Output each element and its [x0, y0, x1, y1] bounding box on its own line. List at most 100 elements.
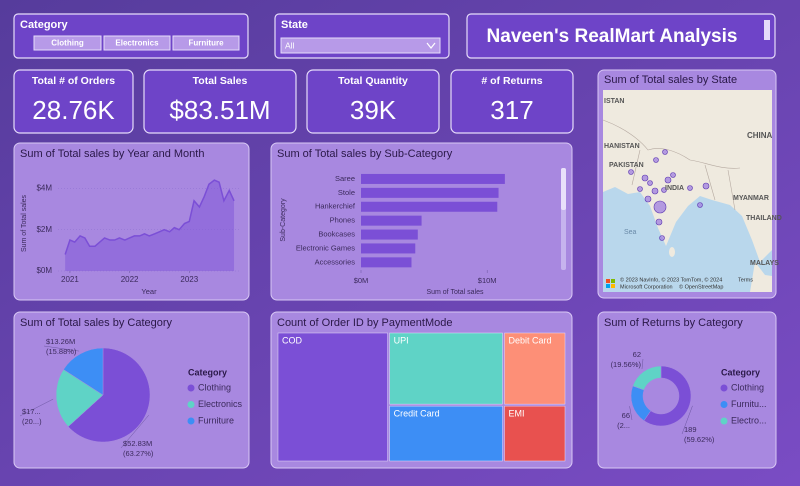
kpi-card	[306, 69, 440, 134]
kpi-value: 39K	[350, 95, 397, 125]
tile-label: Debit Card	[509, 335, 552, 345]
slicer-title: State	[281, 19, 308, 31]
chart-title: Sum of Total sales by Sub-Category	[277, 148, 453, 160]
slice	[63, 347, 104, 396]
slicer-button[interactable]	[33, 35, 102, 51]
kpi-label: Total Sales	[193, 75, 248, 87]
slice	[632, 365, 662, 391]
y-tick-label: $0M	[36, 266, 52, 275]
chart-title: Sum of Returns by Category	[604, 317, 743, 329]
tile-label: UPI	[394, 335, 409, 345]
dashboard-title: Naveen's RealMart Analysis	[487, 26, 738, 47]
map-label: Sea	[624, 229, 637, 236]
kpi-card	[143, 69, 297, 134]
percent-label: (15.88%)	[46, 347, 77, 356]
percent-label: (20...)	[22, 417, 42, 426]
data-label: 189	[684, 425, 697, 434]
legend-label: Electro...	[731, 415, 767, 425]
map-labels: ISTAN HANISTAN PAKISTAN CHINA INDIA MYAN…	[604, 98, 782, 267]
map-label: ISTAN	[604, 98, 624, 105]
slicer-title: Category	[20, 19, 69, 31]
leader-line	[681, 405, 693, 435]
scroll-thumb	[764, 20, 770, 40]
kpi-label: # of Returns	[481, 75, 542, 87]
slice	[55, 369, 104, 427]
dropdown-value[interactable]: All	[285, 40, 295, 50]
legend-swatch	[720, 384, 728, 392]
legend-label: Clothing	[731, 382, 764, 392]
y-axis-title: Sum of Total sales	[21, 194, 28, 252]
data-label: $13.26M	[46, 337, 75, 346]
map-land	[750, 262, 772, 292]
chart-panel	[13, 142, 250, 301]
bar	[361, 243, 416, 254]
slicer-button[interactable]	[172, 35, 240, 51]
map-credits: © 2023 NavInfo, © 2023 TomTom, © 2024 Mi…	[620, 276, 753, 290]
percent-label: (2...	[617, 421, 630, 430]
treemap-tile	[389, 405, 503, 462]
slice	[643, 365, 692, 427]
x-axis-title: Year	[141, 287, 157, 296]
treemap-tile	[277, 332, 388, 462]
kpi-card	[450, 69, 574, 134]
y-tick-label: Stole	[338, 188, 355, 197]
data-label: $52.83M	[123, 439, 152, 448]
legend-swatch	[187, 384, 195, 392]
map-label: CHINA	[747, 131, 773, 140]
map-credit: © OpenStreetMap	[679, 283, 723, 290]
percent-label: (59.62%)	[684, 435, 715, 444]
legend-label: Clothing	[198, 382, 231, 392]
title-box	[466, 13, 776, 59]
map-label: MALAYS	[750, 260, 779, 267]
map-label: THAILAND	[746, 215, 782, 222]
ms-logo	[606, 279, 615, 288]
legend-swatch	[187, 401, 195, 408]
map-credit: © 2023 NavInfo, © 2023 TomTom, © 2024	[620, 276, 722, 283]
x-axis-title: Sum of Total sales	[426, 289, 484, 296]
percent-label: (63.27%)	[123, 449, 154, 458]
map-credit: Microsoft Corporation	[620, 284, 673, 290]
area	[65, 180, 235, 271]
legend-label: Electronics	[198, 399, 243, 409]
legend-swatch	[720, 417, 728, 425]
slicer-item[interactable]: Clothing	[51, 39, 84, 48]
percent-label: (19.56%)	[611, 360, 642, 369]
map-bubbles	[628, 149, 710, 241]
y-tick-label: Hankerchief	[315, 202, 356, 211]
map-land	[603, 90, 772, 262]
x-tick-label: 2021	[61, 275, 79, 284]
legend-label: Furniture	[198, 415, 234, 425]
y-tick-label: $4M	[36, 184, 52, 193]
y-axis-title: Sub-Category	[280, 198, 287, 242]
map-credit: Terms	[738, 277, 753, 283]
map-label: MYANMAR	[733, 195, 769, 202]
map-label: HANISTAN	[604, 143, 640, 150]
kpi-label: Total Quantity	[338, 75, 408, 87]
scroll-thumb	[561, 168, 566, 210]
slicer-item[interactable]: Furniture	[188, 39, 224, 48]
map-border	[602, 119, 741, 211]
y-tick-label: Phones	[330, 216, 356, 225]
y-tick-label: $2M	[36, 225, 52, 234]
map-land	[669, 247, 675, 257]
line	[64, 179, 235, 255]
kpi-value: 28.76K	[32, 95, 115, 125]
bar	[361, 187, 499, 198]
leader-line	[43, 345, 80, 352]
kpi-label: Total # of Orders	[32, 75, 115, 87]
panel-title: Sum of Total sales by State	[604, 74, 737, 86]
data-label: 66	[622, 411, 630, 420]
data-label: 62	[633, 350, 641, 359]
leader-line	[120, 415, 149, 449]
treemap-tile	[504, 332, 566, 405]
x-tick-label: 2023	[180, 275, 198, 284]
map-label: INDIA	[665, 185, 684, 192]
leader-line	[19, 398, 54, 417]
bar	[361, 215, 422, 226]
map-label: PAKISTAN	[609, 162, 644, 169]
slicer-button[interactable]	[103, 35, 171, 51]
dropdown[interactable]	[280, 37, 441, 54]
slicer-item[interactable]: Electronics	[115, 39, 159, 48]
y-tick-label: Electronic Games	[296, 243, 355, 252]
